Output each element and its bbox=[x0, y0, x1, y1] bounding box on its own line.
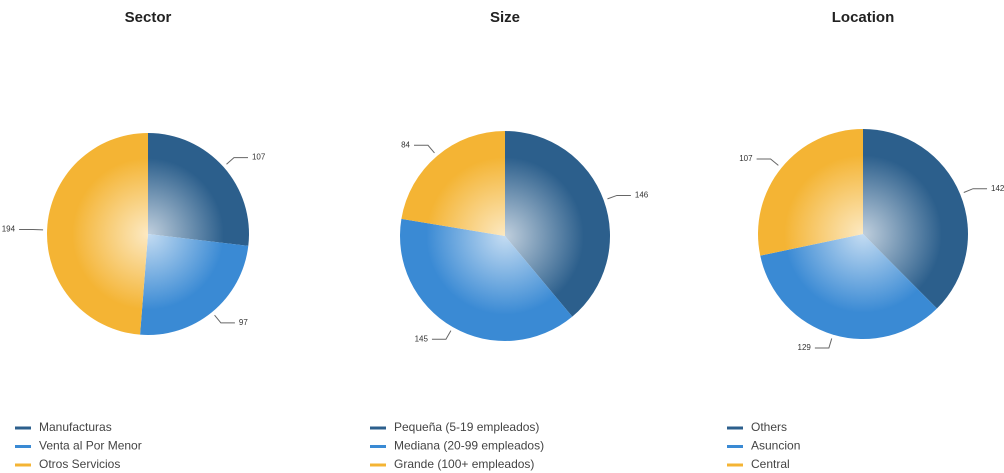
leader-line bbox=[226, 157, 248, 165]
value-label: 142 bbox=[991, 184, 1004, 193]
leader-line bbox=[756, 158, 779, 166]
value-label: 194 bbox=[2, 225, 16, 234]
leader-line bbox=[814, 338, 833, 349]
legend-label: Asuncion bbox=[751, 439, 800, 453]
pie-slice bbox=[400, 218, 573, 342]
leader-line bbox=[414, 144, 435, 154]
value-label: 107 bbox=[739, 154, 753, 163]
value-label: 146 bbox=[635, 191, 649, 200]
pie-slice bbox=[401, 131, 505, 236]
chart-title: Size bbox=[490, 9, 520, 26]
legend-label: Pequeña (5-19 empleados) bbox=[394, 420, 539, 434]
chart-title: Location bbox=[832, 9, 895, 26]
value-label: 97 bbox=[239, 318, 248, 327]
legend-label: Grande (100+ empleados) bbox=[394, 457, 534, 471]
legend-label: Central bbox=[751, 457, 790, 471]
pie-slice bbox=[505, 131, 611, 317]
pie-slice bbox=[758, 129, 863, 256]
pie-slice bbox=[760, 234, 937, 339]
leader-line bbox=[431, 330, 452, 340]
leader-line bbox=[607, 194, 631, 200]
leader-line bbox=[214, 314, 235, 324]
legend-label: Mediana (20-99 empleados) bbox=[394, 439, 544, 453]
legend-label: Others bbox=[751, 420, 787, 434]
legend-label: Otros Servicios bbox=[39, 457, 120, 471]
legend-label: Venta al Por Menor bbox=[39, 439, 142, 453]
pie-slice bbox=[148, 133, 250, 246]
value-label: 84 bbox=[401, 140, 410, 149]
pie-slice bbox=[863, 129, 969, 309]
leader-line bbox=[963, 188, 988, 193]
pie-slice bbox=[140, 234, 249, 335]
value-label: 107 bbox=[252, 153, 266, 162]
legend-label: Manufacturas bbox=[39, 420, 112, 434]
value-label: 145 bbox=[415, 334, 429, 343]
value-label: 129 bbox=[798, 343, 812, 352]
pie-slice bbox=[47, 133, 148, 335]
chart-title: Sector bbox=[125, 9, 172, 26]
